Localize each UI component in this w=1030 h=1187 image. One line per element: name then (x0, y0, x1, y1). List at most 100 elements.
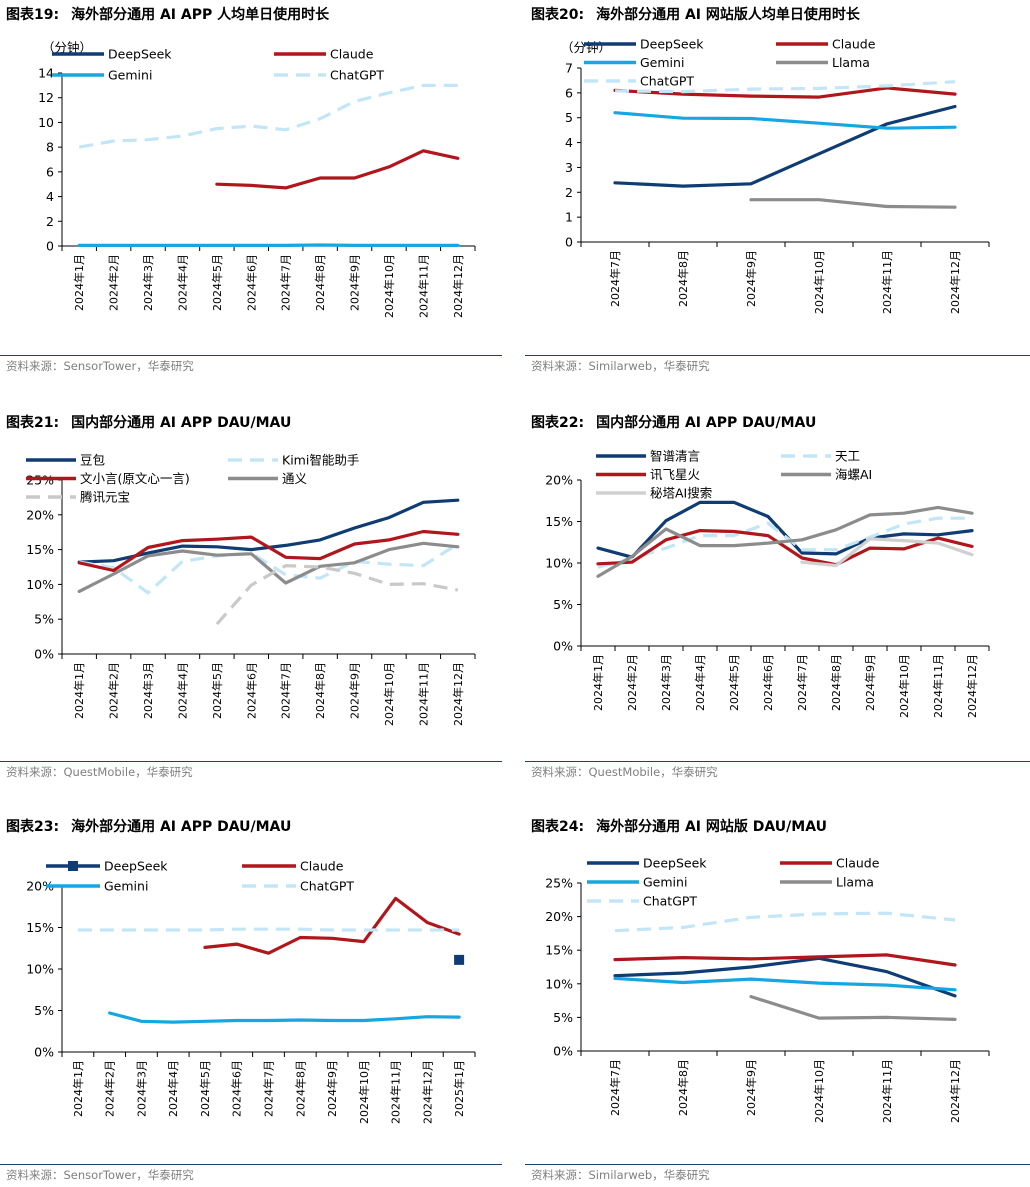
y-tick-label: 12 (38, 90, 54, 105)
y-tick-label: 10% (26, 577, 54, 592)
y-tick-label: 0 (565, 235, 573, 250)
series-line-智谱清言 (596, 500, 974, 559)
x-tick-label: 2024年9月 (744, 1059, 758, 1116)
y-tick-label: 4 (46, 189, 54, 204)
y-tick-label: 20% (545, 473, 573, 488)
series-line-Llama (749, 995, 957, 1021)
series-line-Claude (613, 86, 957, 99)
legend-label-Llama: Llama (832, 55, 870, 70)
legend-label-DeepSeek: DeepSeek (643, 856, 707, 871)
x-tick-label: 2024年1月 (72, 254, 86, 311)
x-tick-label: 2024年2月 (103, 1060, 117, 1117)
x-tick-label: 2024年3月 (659, 654, 673, 711)
x-tick-label: 2024年6月 (230, 1060, 244, 1117)
y-tick-label: 20% (26, 507, 54, 522)
y-tick-label: 20% (26, 879, 54, 894)
legend-label-Llama: Llama (836, 875, 874, 890)
x-tick-label: 2024年2月 (107, 254, 121, 311)
y-tick-label: 10% (545, 556, 573, 571)
panel-bottom-rule (525, 355, 1030, 356)
x-tick-label: 2024年10月 (897, 654, 911, 718)
y-tick-label: 8 (46, 140, 54, 155)
series-line-讯飞星火 (596, 529, 974, 567)
chart-source: 资料来源：SensorTower，华泰研究 (6, 1168, 194, 1182)
x-tick-label: 2024年3月 (134, 1060, 148, 1117)
legend-label-Gemini: Gemini (643, 875, 687, 890)
legend-label-Claude: Claude (832, 37, 876, 52)
chart-title: 图表21: 国内部分通用 AI APP DAU/MAU (6, 412, 291, 432)
y-tick-label: 15% (26, 542, 54, 557)
series-line-Gemini (108, 1011, 461, 1024)
chart-title-text: 海外部分通用 AI APP DAU/MAU (71, 819, 292, 835)
y-tick-label: 1 (565, 210, 573, 225)
x-tick-label: 2024年12月 (420, 1060, 434, 1124)
x-tick-label: 2024年5月 (210, 662, 224, 719)
x-tick-label: 2024年6月 (761, 654, 775, 711)
legend-label-Gemini: Gemini (104, 879, 148, 894)
x-tick-label: 2024年10月 (382, 662, 396, 726)
x-tick-label: 2024年1月 (72, 662, 86, 719)
chart-title: 图表24: 海外部分通用 AI 网站版 DAU/MAU (531, 816, 827, 836)
y-tick-label: 25% (545, 876, 573, 891)
y-tick-label: 0 (46, 239, 54, 254)
series-line-Claude (613, 953, 957, 967)
series-line-Llama (749, 198, 957, 209)
chart-source: 资料来源：QuestMobile，华泰研究 (531, 765, 718, 779)
chart-panel-fig21: 图表21: 国内部分通用 AI APP DAU/MAU 0% 5% 10% 15% 20%… (0, 408, 502, 786)
panel-bottom-rule (0, 1164, 502, 1165)
chart-panel-fig24: 图表24: 海外部分通用 AI 网站版 DAU/MAU 0% 5% 10% 15% 20%… (525, 812, 1030, 1187)
x-tick-label: 2025年1月 (452, 1060, 466, 1117)
legend-label-海螺AI: 海螺AI (835, 467, 872, 482)
chart-title: 图表23: 海外部分通用 AI APP DAU/MAU (6, 816, 291, 836)
legend-label-ChatGPT: ChatGPT (300, 879, 354, 894)
x-tick-label: 2024年8月 (313, 254, 327, 311)
y-tick-label: 5% (553, 1010, 573, 1025)
y-tick-label: 2 (46, 214, 54, 229)
chart-panel-fig22: 图表22: 国内部分通用 AI APP DAU/MAU 0% 5% 10% 15% 20%… (525, 408, 1030, 786)
series-line-Gemini (613, 976, 957, 992)
panel-bottom-rule (0, 761, 502, 762)
x-tick-label: 2024年4月 (175, 254, 189, 311)
series-line-ChatGPT (614, 911, 956, 933)
legend-label-ChatGPT: ChatGPT (330, 68, 384, 83)
y-tick-label: 4 (565, 135, 573, 150)
x-tick-label: 2024年5月 (210, 254, 224, 311)
series-line-豆包 (77, 498, 460, 564)
legend-label-Claude: Claude (300, 859, 344, 874)
y-tick-label: 15% (26, 920, 54, 935)
x-tick-label: 2024年12月 (451, 662, 465, 726)
series-line-DeepSeek (613, 104, 957, 188)
y-tick-label: 0% (553, 1044, 573, 1059)
x-tick-label: 2024年3月 (141, 662, 155, 719)
x-tick-label: 2024年8月 (829, 654, 843, 711)
chart-label: 图表22: (531, 415, 585, 431)
x-tick-label: 2024年11月 (416, 254, 430, 318)
x-tick-label: 2024年7月 (608, 1059, 622, 1116)
x-tick-label: 2024年11月 (389, 1060, 403, 1124)
x-tick-label: 2024年7月 (279, 254, 293, 311)
series-line-ChatGPT (77, 927, 460, 932)
chart-panel-fig19: 图表19: 海外部分通用 AI APP 人均单日使用时长 （分钟） 0 2 4 6 8 10 1… (0, 0, 502, 378)
x-tick-label: 2024年5月 (198, 1060, 212, 1117)
legend-label-DeepSeek: DeepSeek (104, 859, 168, 874)
x-tick-label: 2024年9月 (348, 662, 362, 719)
x-tick-label: 2024年12月 (948, 1059, 962, 1123)
x-tick-label: 2024年11月 (416, 662, 430, 726)
x-tick-label: 2024年10月 (812, 250, 826, 314)
x-tick-label: 2024年9月 (863, 654, 877, 711)
legend-label-智谱清言: 智谱清言 (650, 449, 700, 464)
chart-source: 资料来源：QuestMobile，华泰研究 (6, 765, 193, 779)
chart-title-text: 海外部分通用 AI 网站版人均单日使用时长 (596, 7, 860, 23)
chart-panel-fig20: 图表20: 海外部分通用 AI 网站版人均单日使用时长 （分钟） 0 1 2 3 4 5 6 7 2… (525, 0, 1030, 378)
legend-label-秘塔AI搜索: 秘塔AI搜索 (650, 486, 712, 501)
series-line-秘塔AI搜索 (800, 537, 974, 568)
y-tick-label: 15% (545, 514, 573, 529)
chart-source: 资料来源：Similarweb，华泰研究 (531, 1168, 710, 1182)
panel-bottom-rule (525, 1164, 1030, 1165)
series-line-海螺AI (596, 505, 974, 578)
x-tick-label: 2024年9月 (744, 250, 758, 307)
x-tick-label: 2024年8月 (676, 250, 690, 307)
y-tick-label: 10 (38, 115, 54, 130)
chart-title: 图表22: 国内部分通用 AI APP DAU/MAU (531, 412, 816, 432)
series-line-通义 (77, 541, 460, 593)
